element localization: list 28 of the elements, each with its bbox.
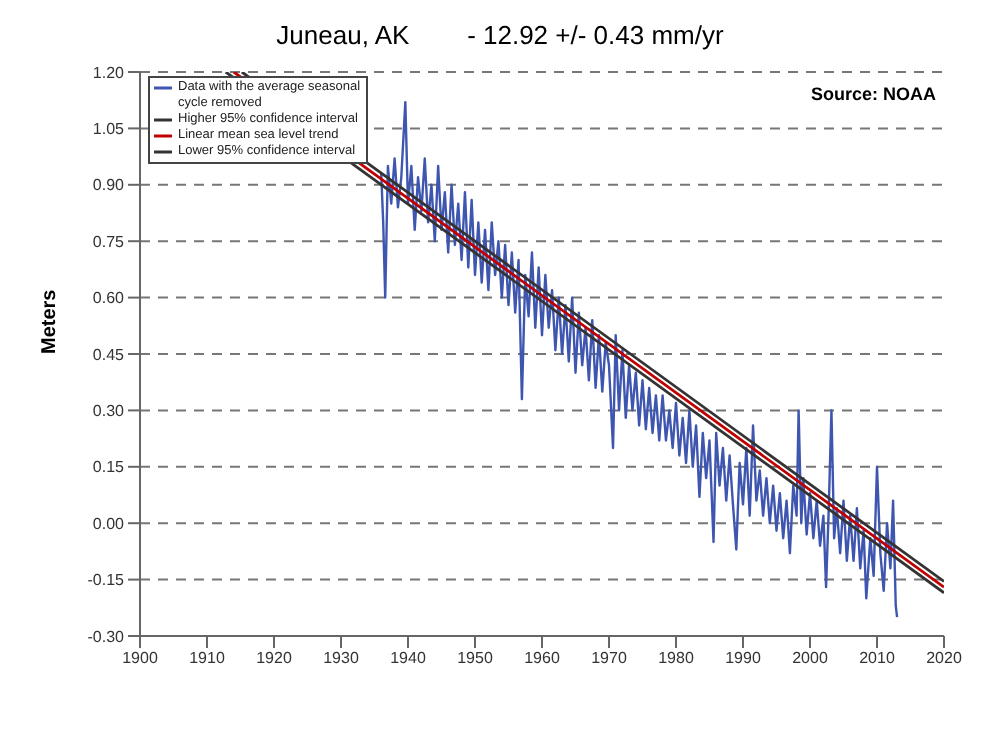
y-tick-label: -0.30 <box>87 627 126 646</box>
x-tick-label: 1920 <box>256 649 293 668</box>
x-tick-label: 2020 <box>926 649 963 668</box>
x-tick-label: 1930 <box>323 649 360 668</box>
x-tick-label: 1980 <box>658 649 695 668</box>
x-tick-label: 1940 <box>390 649 427 668</box>
y-tick-label: 1.05 <box>92 120 126 139</box>
y-tick-label: 0.30 <box>92 402 126 421</box>
y-tick-label: -0.15 <box>87 571 126 590</box>
line-series <box>380 100 899 619</box>
y-tick-label: 0.75 <box>92 232 126 251</box>
y-tick-label: 0.45 <box>92 345 126 364</box>
x-tick-label: 1910 <box>189 649 226 668</box>
y-tick-label: 0.15 <box>92 458 126 477</box>
x-tick-label: 2010 <box>859 649 896 668</box>
x-tick-label: 1960 <box>524 649 561 668</box>
chart-title: Juneau, AK - 12.92 +/- 0.43 mm/yr <box>274 20 726 50</box>
y-tick-label: 1.20 <box>92 63 126 82</box>
annotation: Source: NOAA <box>810 84 936 104</box>
x-tick-label: 1950 <box>457 649 494 668</box>
y-axis-title: Meters <box>39 288 62 354</box>
y-tick-label: 0.60 <box>92 289 126 308</box>
x-tick-label: 1990 <box>725 649 762 668</box>
x-tick-label: 1900 <box>122 649 159 668</box>
x-tick-label: 1970 <box>591 649 628 668</box>
y-tick-label: 0.00 <box>92 514 126 533</box>
x-tick-label: 2000 <box>792 649 829 668</box>
y-tick-label: 0.90 <box>92 176 126 195</box>
